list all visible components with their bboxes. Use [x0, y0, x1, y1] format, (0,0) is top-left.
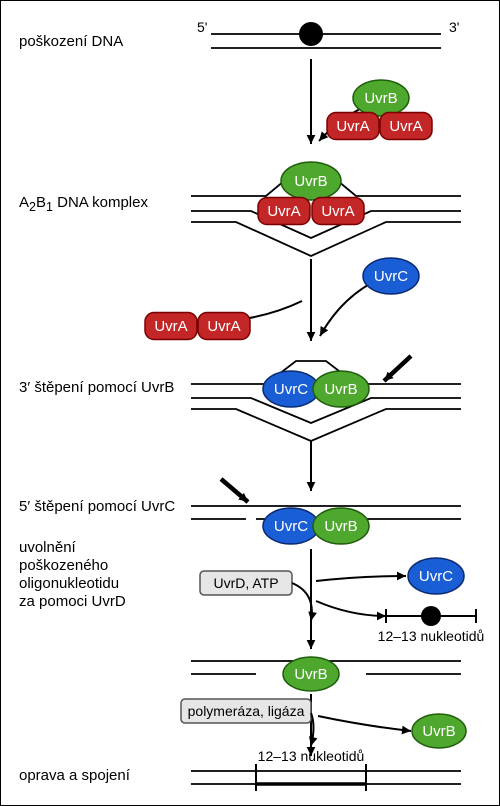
label-repair: oprava a spojení — [19, 767, 130, 785]
svg-text:UvrA: UvrA — [389, 118, 422, 135]
label-release: uvolnění poškozeného oligonukleotidu za … — [19, 539, 126, 611]
svg-text:UvrB: UvrB — [422, 723, 455, 740]
svg-text:UvrA: UvrA — [321, 203, 354, 220]
diagram-canvas: UvrB UvrA UvrA UvrB UvrA UvrA UvrC UvrA UvrA UvrC… — [0, 0, 500, 806]
svg-text:UvrA: UvrA — [336, 118, 369, 135]
svg-text:polymeráza, ligáza: polymeráza, ligáza — [188, 703, 305, 719]
label-3cleave: 3′ štěpení pomocí UvrB — [19, 379, 174, 397]
svg-text:UvrB: UvrB — [294, 173, 327, 190]
label-damage: poškození DNA — [19, 33, 123, 51]
label-3prime: 3' — [449, 19, 459, 35]
svg-text:UvrC: UvrC — [274, 381, 308, 398]
svg-text:UvrB: UvrB — [324, 381, 357, 398]
svg-text:UvrA: UvrA — [267, 203, 300, 220]
svg-text:12–13 nukleotidů: 12–13 nukleotidů — [258, 748, 365, 764]
svg-text:UvrD, ATP: UvrD, ATP — [213, 575, 278, 591]
svg-text:UvrA: UvrA — [207, 318, 240, 335]
label-complex: A2B1 DNA komplex — [19, 194, 148, 215]
svg-text:UvrC: UvrC — [374, 268, 408, 285]
label-5prime: 5' — [197, 19, 207, 35]
svg-text:UvrC: UvrC — [419, 568, 453, 585]
label-5cleave: 5′ štěpení pomocí UvrC — [19, 498, 175, 516]
svg-text:UvrA: UvrA — [154, 318, 187, 335]
svg-text:12–13 nukleotidů: 12–13 nukleotidů — [378, 628, 485, 644]
svg-text:UvrB: UvrB — [364, 90, 397, 107]
svg-text:UvrC: UvrC — [274, 518, 308, 535]
svg-text:UvrB: UvrB — [324, 518, 357, 535]
svg-text:UvrB: UvrB — [294, 666, 327, 683]
diagram-svg: UvrB UvrA UvrA UvrB UvrA UvrA UvrC UvrA UvrA UvrC… — [1, 1, 500, 806]
